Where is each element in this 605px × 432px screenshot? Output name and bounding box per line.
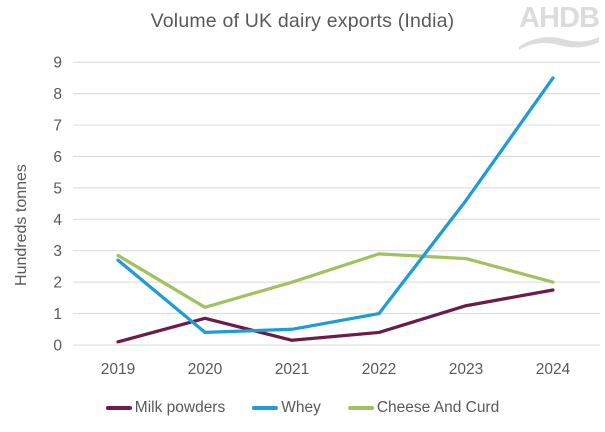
y-tick-label: 5 [53,180,62,197]
series-line-whey [116,76,555,335]
whey-line-swatch [252,406,279,410]
cheese-and-curd-line-swatch [347,406,374,410]
ahdb-logo-text: AHDB [519,2,600,34]
y-tick-label: 9 [53,55,62,72]
ahdb-logo: AHDB [517,4,601,51]
y-tick-label: 1 [53,306,62,323]
legend-label: Milk powders [134,399,226,416]
logo-wave-icon [519,37,599,50]
legend-item-whey: Whey [252,399,321,417]
y-tick-label: 8 [53,86,62,103]
x-tick-label: 2021 [275,361,309,378]
y-tick-label: 2 [53,275,62,292]
series-line-cheese-and-curd [116,252,555,309]
y-tick-label: 3 [53,243,62,260]
x-tick-label: 2020 [188,361,223,378]
chart-title: Volume of UK dairy exports (India) [150,10,455,32]
y-axis-title: Hundreds tonnes [13,164,30,286]
legend: Milk powders Whey Cheese And Curd [0,399,605,417]
y-tick-label: 7 [53,118,62,135]
y-tick-label: 0 [53,338,62,355]
x-tick-label: 2019 [101,361,135,378]
legend-label: Whey [281,399,321,416]
y-tick-label: 6 [53,149,62,166]
legend-item-cheese-and-curd: Cheese And Curd [347,399,500,417]
legend-item-milk-powders: Milk powders [105,399,226,417]
y-tick-label: 4 [53,212,62,229]
milk-powders-line-swatch [105,406,132,410]
x-tick-label: 2023 [449,361,483,378]
x-tick-label: 2024 [536,361,571,378]
x-tick-label: 2022 [362,361,396,378]
legend-label: Cheese And Curd [376,399,500,416]
